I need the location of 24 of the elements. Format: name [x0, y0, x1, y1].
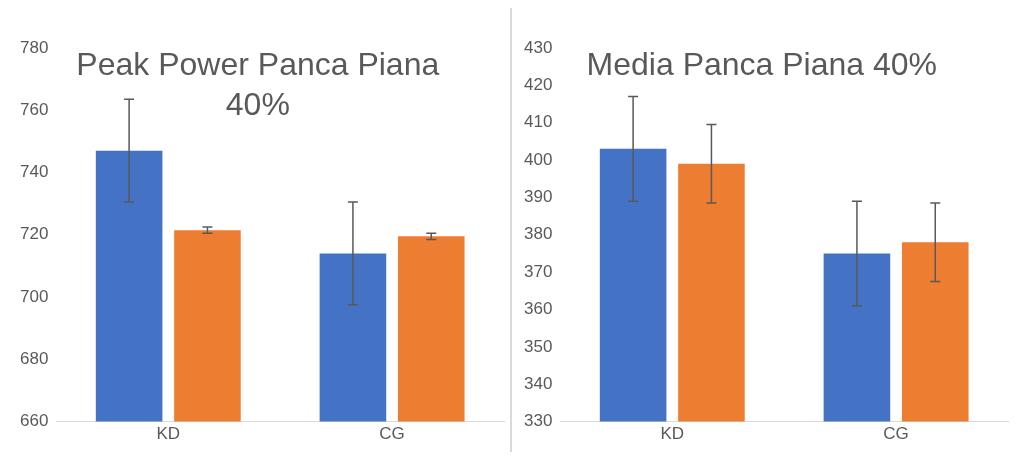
y-tick-label: 760	[19, 99, 49, 119]
y-tick-label: 780	[19, 37, 49, 57]
x-tick-label: KD	[156, 424, 181, 444]
y-tick-label: 720	[19, 224, 49, 244]
y-tick-label: 740	[19, 162, 49, 182]
y-tick-label: 350	[523, 336, 553, 356]
x-tick-label: CG	[883, 424, 909, 444]
y-tick-label: 700	[19, 286, 49, 306]
y-tick-label: 390	[523, 187, 553, 207]
y-tick-label: 410	[523, 112, 553, 132]
y-tick-label: 370	[523, 261, 553, 281]
y-tick-label: 360	[523, 299, 553, 319]
y-tick-label: 430	[523, 37, 553, 57]
y-tick-label: 420	[523, 75, 553, 95]
x-tick-label: CG	[379, 424, 405, 444]
y-tick-label: 400	[523, 149, 553, 169]
y-tick-label: 660	[19, 411, 49, 431]
y-tick-label: 380	[523, 224, 553, 244]
y-tick-label: 680	[19, 349, 49, 369]
chart-title: Media Panca Piana 40%	[586, 45, 938, 82]
text: Peak Power Panca Piana 40%	[76, 45, 440, 122]
x-tick-label: KD	[660, 424, 685, 444]
y-tick-label: 340	[523, 373, 553, 393]
y-tick-label: 330	[523, 411, 553, 431]
